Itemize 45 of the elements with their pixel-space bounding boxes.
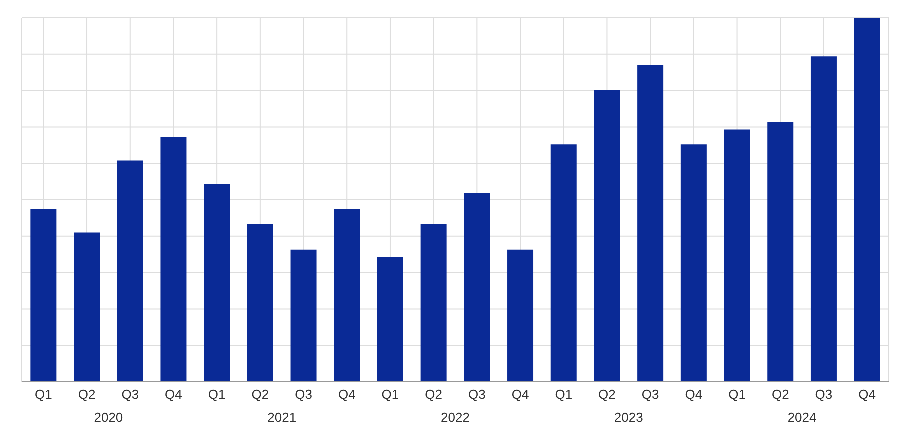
bar <box>30 209 57 382</box>
bar <box>594 90 620 382</box>
x-tick-label: Q4 <box>858 387 876 402</box>
bar <box>464 193 490 382</box>
x-tick-label: Q1 <box>382 387 400 402</box>
bar <box>334 209 360 382</box>
x-tick-label: Q2 <box>772 387 790 402</box>
x-tick-label: Q2 <box>252 387 270 402</box>
x-tick-label: Q1 <box>208 387 226 402</box>
x-tick-label: Q2 <box>78 387 96 402</box>
text: 2022 <box>440 410 471 425</box>
bar <box>680 144 707 382</box>
bar <box>724 130 750 382</box>
bar <box>247 224 274 382</box>
x-tick-label: Q2 <box>598 387 616 402</box>
x-tick-label: Q1 <box>728 387 746 402</box>
bar <box>638 65 664 382</box>
text: 2020 <box>93 410 124 425</box>
x-tick-label: Q4 <box>512 387 530 402</box>
x-tick-label: Q4 <box>165 387 182 402</box>
x-tick-label: Q3 <box>295 387 312 402</box>
text: 2021 <box>266 410 298 425</box>
x-tick-label: Q4 <box>338 387 356 402</box>
x-tick-label: Q2 <box>425 387 442 402</box>
bar <box>508 250 534 382</box>
bar <box>377 258 404 382</box>
bar <box>420 224 447 382</box>
x-tick-label: Q1 <box>35 387 52 402</box>
bar <box>290 250 317 382</box>
bar <box>768 122 794 382</box>
bar <box>204 184 230 382</box>
x-tick-label: Q3 <box>642 387 660 402</box>
bar <box>810 56 837 382</box>
text: 2024 <box>786 410 818 425</box>
x-tick-label: Q3 <box>815 387 833 402</box>
x-tick-label: Q3 <box>122 387 140 402</box>
bar <box>74 232 100 382</box>
text: 2023 <box>613 410 644 425</box>
bar <box>854 18 880 382</box>
x-tick-label: Q1 <box>555 387 573 402</box>
x-tick-label: Q3 <box>468 387 486 402</box>
bar <box>160 137 187 382</box>
bar <box>550 144 577 382</box>
bar <box>117 160 144 382</box>
x-tick-label: Q4 <box>685 387 703 402</box>
